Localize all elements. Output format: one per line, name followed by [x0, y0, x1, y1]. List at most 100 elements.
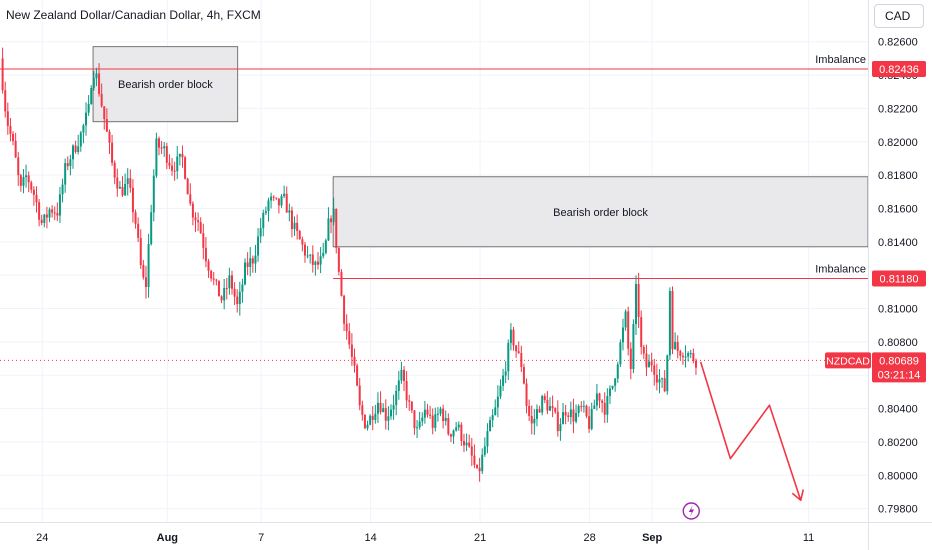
candle-body [108, 131, 111, 143]
candle-body [207, 261, 210, 271]
level-price-tag [872, 270, 926, 287]
candle-body [687, 353, 690, 357]
candle-body [322, 252, 325, 257]
candle-body [223, 288, 226, 301]
candle-body [155, 138, 158, 176]
candle-body [197, 220, 200, 223]
candle-body [629, 348, 632, 369]
candle-body [327, 218, 330, 241]
candle-body [275, 197, 278, 199]
current-price-label: 0.80689 [879, 355, 919, 367]
candle-body [363, 414, 366, 429]
countdown-label: 03:21:14 [878, 369, 921, 381]
candle-body [575, 412, 578, 422]
candle-body [345, 323, 348, 332]
candle-body [520, 352, 523, 368]
candle-body [564, 412, 567, 416]
candle-body [27, 175, 30, 183]
candle-body [640, 317, 643, 348]
candle-body [56, 212, 59, 216]
y-tick-label: 0.82000 [878, 137, 918, 149]
level-price-label: 0.82436 [879, 64, 919, 76]
candle-body [538, 409, 541, 413]
candle-body [53, 212, 56, 214]
candle-body [191, 203, 194, 218]
candle-body [283, 193, 286, 197]
candle-body [163, 146, 166, 149]
current-price-tag [872, 352, 926, 383]
candle-body [655, 374, 658, 383]
candle-body [507, 343, 510, 372]
candle-body [358, 385, 361, 406]
price-axis: 0.826000.824000.822000.820000.818000.816… [825, 0, 926, 550]
x-tick-label: 11 [803, 532, 814, 544]
candle-body [9, 125, 12, 134]
candle-body [301, 239, 304, 245]
candle-body [389, 409, 392, 417]
candle-body [395, 390, 398, 406]
candle-body [598, 393, 601, 401]
candle-body [319, 256, 322, 265]
candle-body [408, 400, 411, 402]
candle-body [92, 78, 95, 88]
candle-body [465, 442, 468, 446]
candle-body [306, 255, 309, 257]
candle-body [572, 409, 575, 422]
candle-body [61, 184, 64, 195]
candle-body [257, 236, 260, 256]
candle-body [436, 413, 439, 415]
candle-body [593, 405, 596, 409]
candle-body [400, 369, 403, 381]
candle-body [666, 355, 669, 392]
candle-body [470, 446, 473, 456]
candle-body [298, 230, 301, 240]
candle-body [601, 400, 604, 403]
candle-body [684, 356, 687, 358]
currency-button[interactable]: CAD [874, 4, 924, 28]
candle-body [160, 147, 163, 149]
arrow-head [791, 489, 805, 502]
candle-body [303, 244, 306, 256]
candle-body [324, 240, 327, 253]
candle-body [1, 58, 4, 91]
candle-body [238, 291, 241, 305]
candle-body [124, 183, 127, 196]
candle-body [254, 255, 257, 264]
candle-body [356, 365, 359, 386]
candle-body [150, 212, 153, 245]
candle-body [403, 369, 406, 381]
candle-body [569, 409, 572, 418]
candle-body [392, 405, 395, 410]
candle-body [165, 146, 168, 163]
candle-body [215, 279, 218, 281]
candle-body [590, 408, 593, 429]
candle-body [202, 233, 205, 248]
candle-body [444, 417, 447, 421]
candle-body [382, 408, 385, 413]
candle-body [233, 288, 236, 297]
candle-body [504, 371, 507, 376]
candle-body [525, 383, 528, 406]
candle-body [486, 431, 489, 447]
candle-body [90, 87, 93, 104]
order-block-label: Bearish order block [118, 79, 213, 91]
candle-body [113, 162, 116, 178]
candlesticks [1, 47, 697, 482]
candle-body [230, 275, 233, 289]
candle-body [103, 106, 106, 120]
candle-body [361, 405, 364, 415]
candle-body [546, 399, 549, 411]
candle-body [608, 388, 611, 397]
candle-body [413, 410, 416, 429]
candle-body [522, 367, 525, 384]
candle-body [171, 165, 174, 171]
candle-body [499, 385, 502, 397]
y-tick-label: 0.80200 [878, 437, 918, 449]
candle-body [648, 361, 651, 368]
candle-body [343, 295, 346, 324]
candle-body [98, 73, 101, 94]
candle-body [614, 378, 617, 386]
candle-body [452, 430, 455, 437]
candle-body [311, 254, 314, 265]
